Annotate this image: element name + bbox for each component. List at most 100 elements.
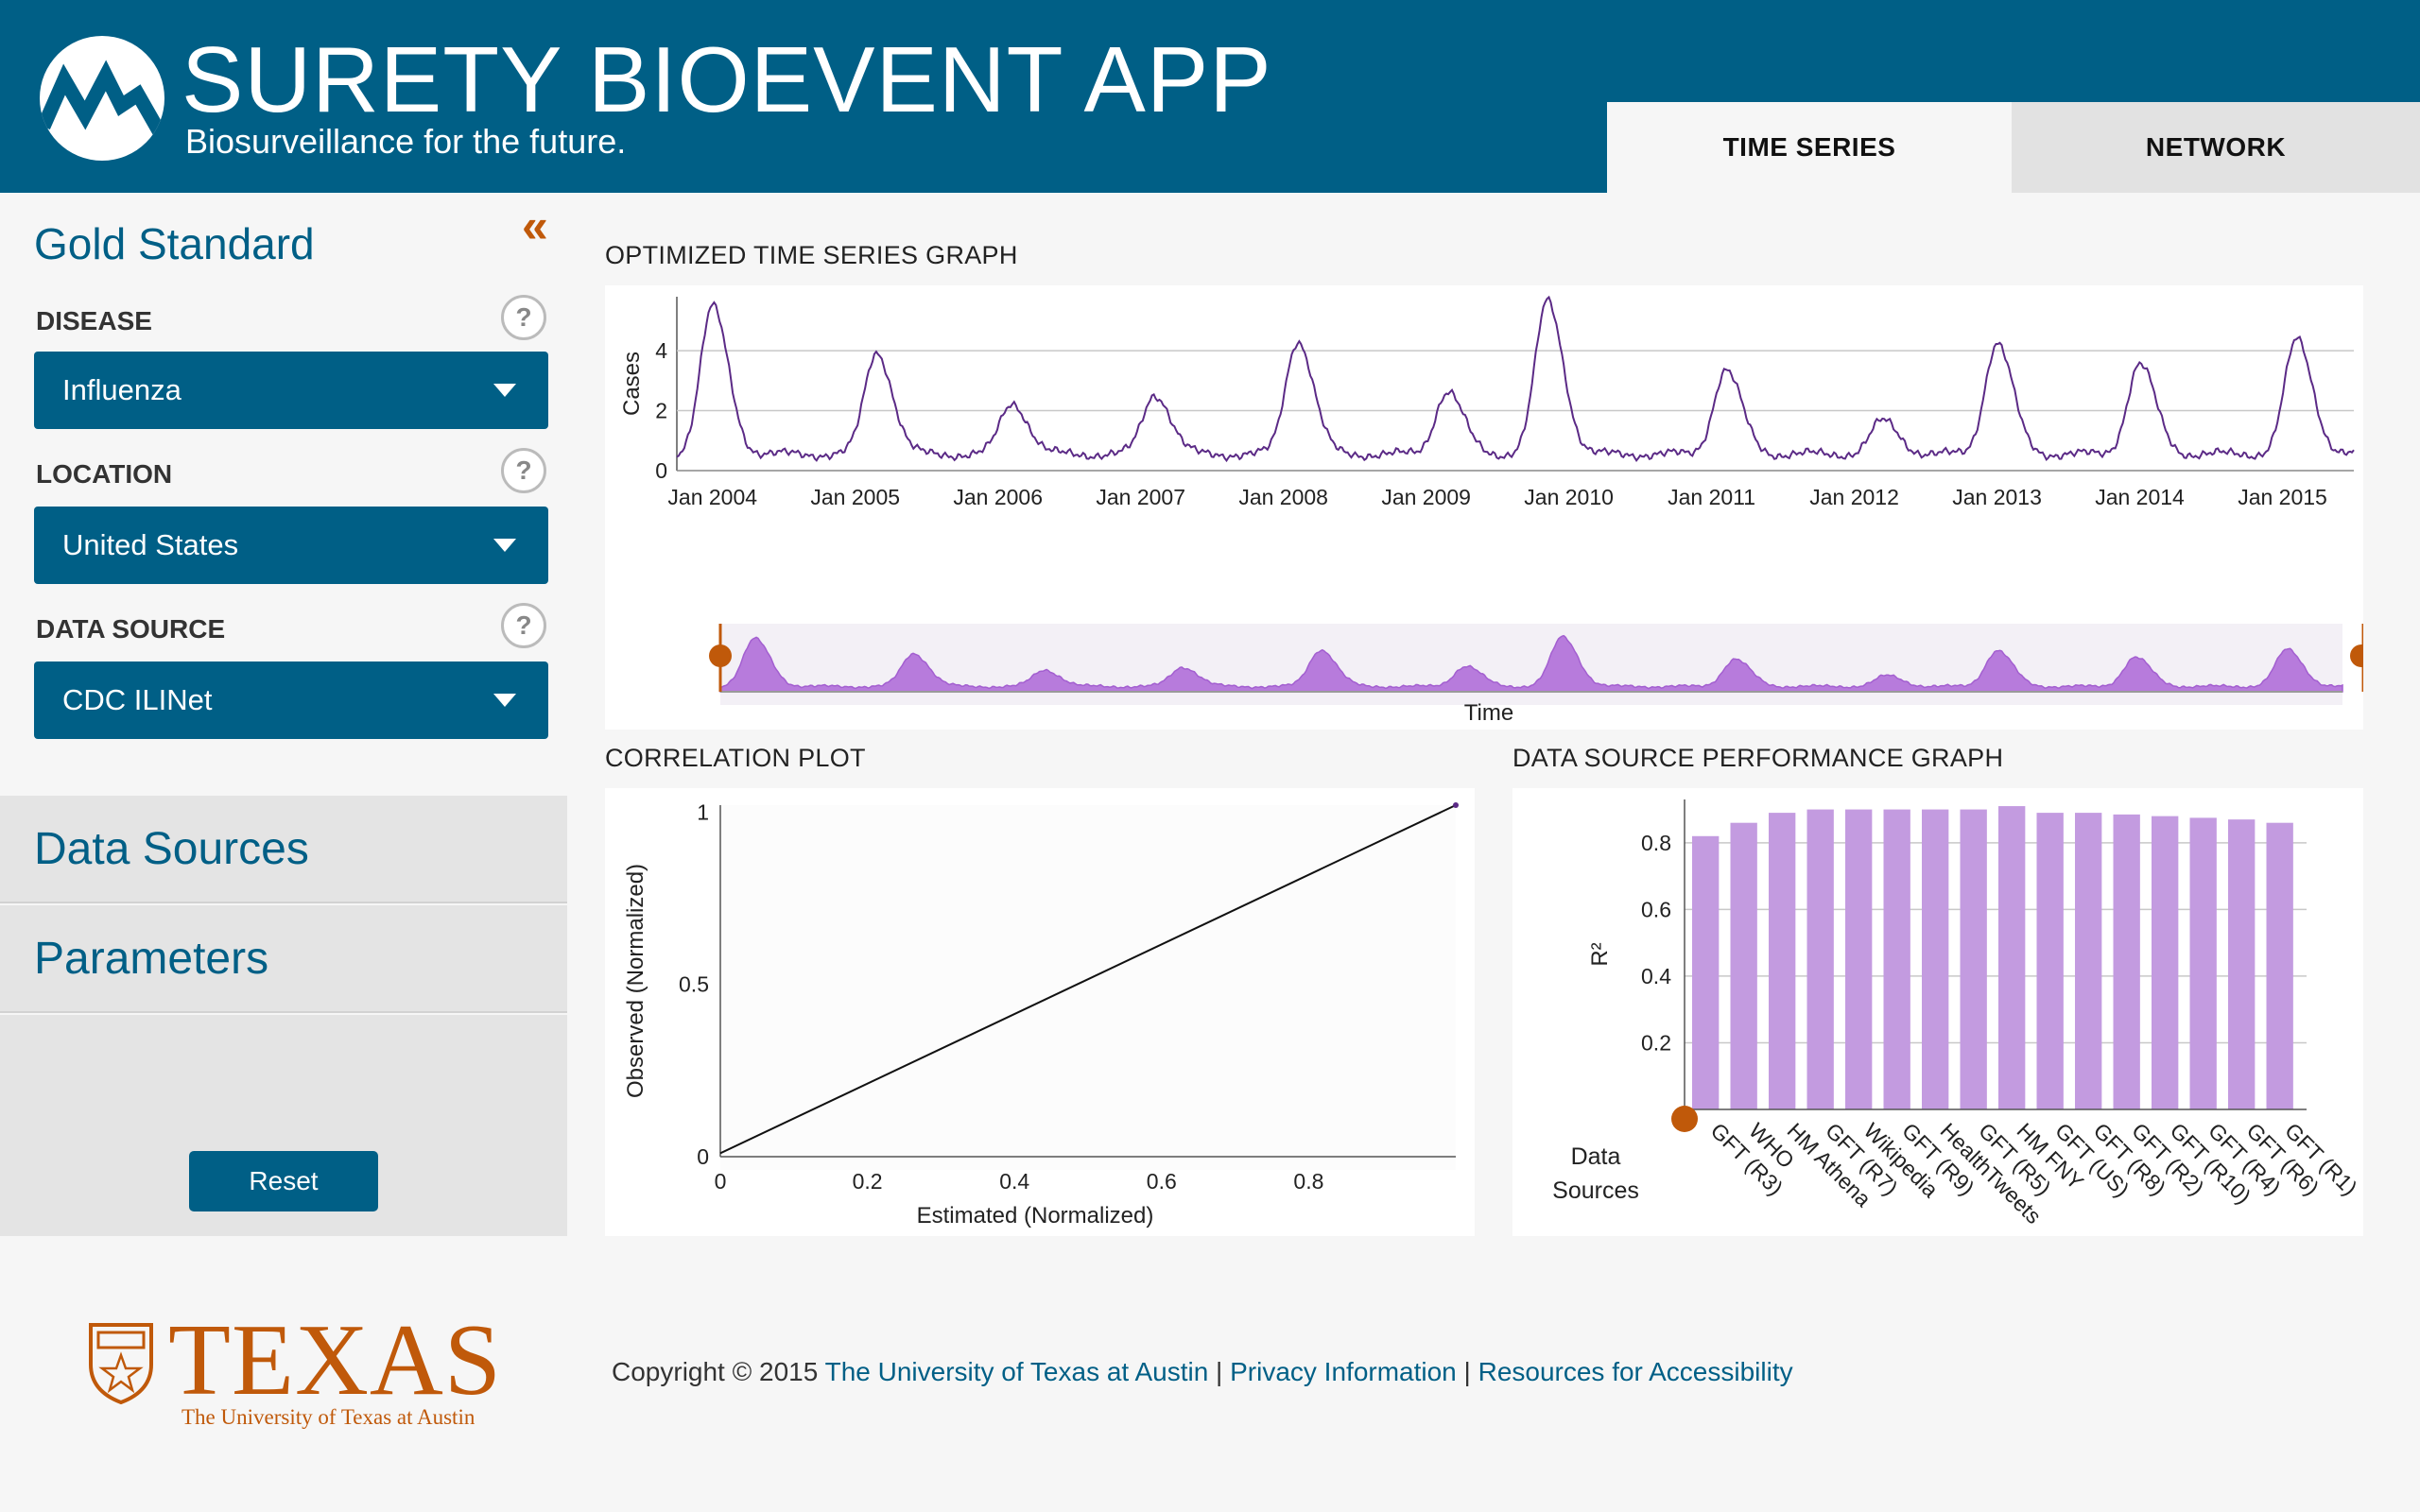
x-tick-label: 0.8 <box>1293 1169 1323 1194</box>
bar[interactable] <box>2075 813 2102 1109</box>
bar[interactable] <box>1692 835 1720 1109</box>
correlation-line <box>719 804 1457 1155</box>
texas-logo-subtitle: The University of Texas at Austin <box>182 1405 475 1429</box>
location-value: United States <box>62 528 239 561</box>
gold-standard-title: Gold Standard <box>34 219 315 268</box>
y-axis-label: Cases <box>619 352 645 416</box>
x-tick-label: Jan 2009 <box>1381 485 1471 509</box>
bar[interactable] <box>1883 809 1910 1109</box>
caret-down-icon <box>493 694 516 707</box>
footer-separator: | <box>1463 1357 1471 1386</box>
bar[interactable] <box>1730 822 1757 1109</box>
correlation-title: CORRELATION PLOT <box>605 744 866 772</box>
x-axis-label: Estimated (Normalized) <box>917 1203 1154 1228</box>
y-tick-label: 0.8 <box>1641 831 1671 855</box>
y-tick-label: 2 <box>655 399 667 423</box>
texas-shield-icon <box>89 1323 153 1404</box>
app-logo-icon <box>40 36 164 161</box>
bar[interactable] <box>2113 814 2140 1109</box>
correlation-point <box>1453 802 1459 808</box>
x-tick-label: 0.4 <box>999 1169 1029 1194</box>
footer-link-ut-austin[interactable]: The University of Texas at Austin <box>824 1357 1209 1386</box>
disease-label: DISEASE <box>36 306 152 335</box>
axis-origin-handle[interactable] <box>1671 1106 1698 1132</box>
grid <box>676 297 2354 472</box>
bars <box>1692 806 2293 1109</box>
y-tick-label: 4 <box>655 338 667 363</box>
series-line <box>676 295 2355 463</box>
brush-area <box>719 634 2343 693</box>
reset-button[interactable]: Reset <box>189 1151 378 1211</box>
brush-track <box>720 624 2342 705</box>
x-tick-label: 0.6 <box>1147 1169 1177 1194</box>
brush-handle-right[interactable] <box>2350 644 2373 667</box>
y-ticks: 0 2 4 <box>655 338 667 483</box>
x-tick-label: Jan 2008 <box>1238 485 1328 509</box>
bar[interactable] <box>1845 809 1873 1109</box>
x-ticks: Jan 2004 Jan 2005 Jan 2006 Jan 2007 Jan 2008… <box>667 485 2326 509</box>
disease-help-icon[interactable]: ? <box>501 295 546 340</box>
x-tick-label: Jan 2015 <box>2238 485 2327 509</box>
sidebar-item-parameters[interactable]: Parameters <box>0 905 567 1013</box>
tab-network[interactable]: NETWORK <box>2012 102 2420 193</box>
y-tick-label: 0.2 <box>1641 1030 1671 1055</box>
y-axis-label: R² <box>1587 942 1613 966</box>
app-title: SURETY BIOEVENT APP <box>182 27 1272 131</box>
x-tick-label: 0 <box>715 1169 727 1194</box>
brush-handle-left[interactable] <box>709 644 732 667</box>
plot-background <box>720 805 1456 1170</box>
x-axis-label: Time <box>1464 700 1513 726</box>
x-tick-label: Jan 2010 <box>1524 485 1614 509</box>
y-axis-label: Observed (Normalized) <box>623 864 648 1098</box>
x-axis-label-line2: Sources <box>1552 1177 1639 1204</box>
bar[interactable] <box>2228 819 2256 1109</box>
bar[interactable] <box>2266 822 2293 1109</box>
data-source-dropdown[interactable]: CDC ILINet <box>34 662 548 739</box>
x-tick-label: Jan 2011 <box>1668 485 1755 509</box>
x-tick-label: Jan 2013 <box>1952 485 2042 509</box>
x-tick-label: Jan 2006 <box>953 485 1043 509</box>
footer-link-privacy[interactable]: Privacy Information <box>1230 1357 1457 1386</box>
collapse-sidebar-icon[interactable]: « <box>522 199 548 252</box>
caret-down-icon <box>493 384 516 397</box>
bar[interactable] <box>1960 809 1987 1109</box>
app-header: SURETY BIOEVENT APP Biosurveillance for … <box>0 0 2420 193</box>
location-label: LOCATION <box>36 459 173 489</box>
y-tick-label: 0.5 <box>679 972 709 997</box>
disease-dropdown[interactable]: Influenza <box>34 352 548 429</box>
x-tick-label: Jan 2012 <box>1809 485 1899 509</box>
footer-copyright: Copyright © 2015 The University of Texas… <box>612 1355 1793 1389</box>
caret-down-icon <box>493 539 516 552</box>
bar[interactable] <box>1998 806 2026 1109</box>
app-subtitle: Biosurveillance for the future. <box>185 122 627 161</box>
bar[interactable] <box>1806 809 1834 1109</box>
tab-time-series[interactable]: TIME SERIES <box>1607 102 2012 193</box>
footer-link-accessibility[interactable]: Resources for Accessibility <box>1478 1357 1793 1386</box>
x-tick-label: 0.2 <box>853 1169 883 1194</box>
time-series-chart: 0 2 4 Jan 2004 Jan 2005 Jan 2006 Jan 2007 Jan … <box>619 295 2373 726</box>
y-tick-label: 1 <box>697 799 709 824</box>
bar[interactable] <box>1922 809 1949 1109</box>
y-tick-label: 0 <box>655 458 667 483</box>
bar[interactable] <box>1769 813 1796 1109</box>
time-series-panel: 0 2 4 Jan 2004 Jan 2005 Jan 2006 Jan 2007 Jan … <box>605 285 2373 730</box>
performance-title: DATA SOURCE PERFORMANCE GRAPH <box>1512 744 2004 772</box>
data-source-value: CDC ILINet <box>62 683 213 716</box>
location-help-icon[interactable]: ? <box>501 448 546 493</box>
sidebar-item-data-sources[interactable]: Data Sources <box>0 796 567 903</box>
bar[interactable] <box>2189 817 2217 1109</box>
correlation-chart: 0 0.5 1 0 0.2 0.4 0.6 0.8 Observed (Normalized… <box>623 799 1459 1228</box>
bar[interactable] <box>2152 816 2179 1109</box>
footer-separator: | <box>1216 1357 1223 1386</box>
y-ticks: 0.2 0.4 0.6 0.8 <box>1641 831 1671 1056</box>
disease-value: Influenza <box>62 373 182 406</box>
time-series-title: OPTIMIZED TIME SERIES GRAPH <box>605 241 1018 269</box>
x-ticks: 0 0.2 0.4 0.6 0.8 <box>715 1169 1324 1194</box>
location-dropdown[interactable]: United States <box>34 507 548 584</box>
data-source-help-icon[interactable]: ? <box>501 603 546 648</box>
bar[interactable] <box>2036 813 2064 1109</box>
correlation-panel: 0 0.5 1 0 0.2 0.4 0.6 0.8 Observed (Normalized… <box>605 788 1475 1236</box>
performance-panel: 0.2 0.4 0.6 0.8 GFT (R3) WHO HM Athena GFT (R7… <box>1512 788 2363 1236</box>
